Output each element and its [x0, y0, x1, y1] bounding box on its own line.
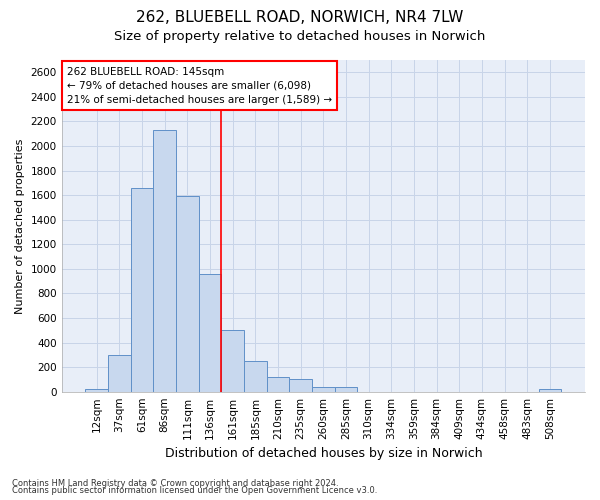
Text: Contains HM Land Registry data © Crown copyright and database right 2024.: Contains HM Land Registry data © Crown c… — [12, 478, 338, 488]
Bar — [154, 130, 176, 392]
Text: 262, BLUEBELL ROAD, NORWICH, NR4 7LW: 262, BLUEBELL ROAD, NORWICH, NR4 7LW — [136, 10, 464, 25]
Y-axis label: Number of detached properties: Number of detached properties — [15, 138, 25, 314]
X-axis label: Distribution of detached houses by size in Norwich: Distribution of detached houses by size … — [164, 447, 482, 460]
Bar — [539, 388, 561, 392]
Bar — [335, 387, 358, 392]
Bar — [312, 387, 335, 392]
Bar — [221, 330, 244, 392]
Text: 262 BLUEBELL ROAD: 145sqm
← 79% of detached houses are smaller (6,098)
21% of se: 262 BLUEBELL ROAD: 145sqm ← 79% of detac… — [67, 66, 332, 104]
Bar — [176, 196, 199, 392]
Bar — [289, 380, 312, 392]
Text: Size of property relative to detached houses in Norwich: Size of property relative to detached ho… — [115, 30, 485, 43]
Bar — [266, 377, 289, 392]
Bar — [108, 355, 131, 392]
Text: Contains public sector information licensed under the Open Government Licence v3: Contains public sector information licen… — [12, 486, 377, 495]
Bar — [85, 388, 108, 392]
Bar — [199, 274, 221, 392]
Bar — [131, 188, 154, 392]
Bar — [244, 361, 266, 392]
